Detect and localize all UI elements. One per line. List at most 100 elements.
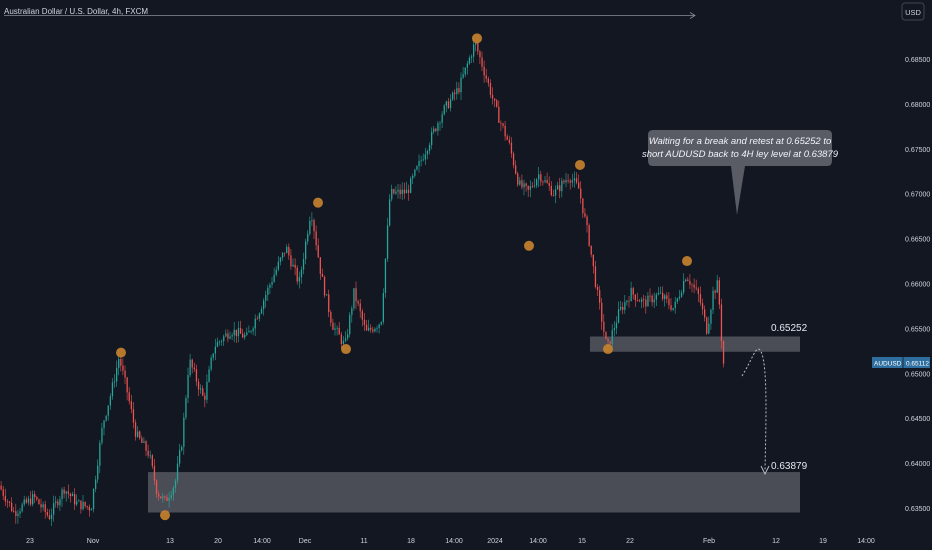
time-axis[interactable]: 23 Nov 13 20 14:00 Dec 11 18 14:00 2024 14:00 15 22 F… (26, 538, 875, 545)
candle-body (615, 322, 618, 329)
candle-body (496, 100, 498, 107)
candle-body (712, 290, 714, 310)
candle-body (187, 375, 189, 399)
level-zone-0[interactable] (590, 336, 800, 352)
candle-body (449, 99, 452, 109)
candle-body (158, 493, 160, 497)
callout[interactable]: Waiting for a break and retest at 0.6525… (642, 130, 839, 215)
candle-body (668, 298, 670, 306)
candle-body (563, 180, 565, 183)
candle-body (634, 294, 636, 301)
candle-body (506, 136, 508, 140)
candle-body (349, 315, 351, 335)
candle-body (470, 56, 473, 58)
currency-button[interactable]: USD (901, 2, 925, 21)
candle-body (218, 341, 221, 343)
candle-body (279, 257, 282, 262)
candle-body (384, 258, 387, 293)
candle-body (50, 514, 53, 520)
candle-body (452, 92, 454, 100)
candle-body (338, 327, 340, 335)
candle-body (355, 288, 357, 302)
candle-body (596, 286, 599, 291)
candle-body (609, 341, 611, 344)
candle-body (88, 506, 90, 511)
candle-body (307, 233, 309, 242)
candle-body (229, 336, 231, 339)
price-tick-label: 0.68000 (905, 102, 930, 109)
candle-body (97, 465, 99, 480)
candle-body (504, 125, 506, 137)
candle-body (170, 495, 172, 498)
candle-body (168, 497, 170, 501)
candle-body (76, 501, 78, 505)
candle-body (256, 318, 258, 320)
last-price-tag-value: 0.65112 (906, 361, 929, 368)
candle-body (298, 277, 300, 282)
candle-body (527, 185, 529, 190)
candle-body (235, 329, 237, 337)
candle-body (487, 78, 489, 84)
candle-body (305, 241, 307, 260)
candle-body (309, 220, 311, 234)
candle-body (464, 67, 466, 75)
candle-body (638, 300, 641, 302)
last-price-tag[interactable]: AUDUSD 0.65112 (872, 357, 930, 368)
candle-body (69, 493, 72, 497)
candle-body (311, 220, 313, 222)
candle-body (372, 329, 374, 332)
candle-body (53, 503, 55, 515)
candle-body (239, 328, 242, 334)
candle-body (561, 180, 563, 192)
candle-body (71, 493, 74, 497)
candle-body (590, 245, 592, 255)
candle-body (521, 180, 523, 188)
candle-body (313, 220, 315, 232)
candle-body (517, 173, 519, 185)
candle-body (288, 247, 290, 256)
candle-body (454, 92, 456, 94)
candle-body (197, 381, 200, 390)
candle-body (573, 178, 576, 181)
candle-body (21, 504, 23, 512)
time-tick-label: 19 (819, 538, 827, 545)
candle-body (382, 292, 384, 322)
candle-body (200, 388, 202, 390)
candle-body (433, 128, 435, 132)
candle-body (172, 487, 174, 496)
price-tick-label: 0.63500 (905, 506, 930, 513)
candle-body (225, 333, 227, 337)
price-tick-label: 0.66500 (905, 237, 930, 244)
candle-body (380, 321, 382, 325)
price-axis[interactable]: 0.63500 0.64000 0.64500 0.65000 0.65500 0.660… (905, 57, 930, 513)
candle-body (611, 330, 613, 344)
time-tick-label: Dec (299, 538, 312, 545)
candle-body (61, 489, 63, 500)
candle-body (254, 318, 256, 329)
candle-body (92, 488, 95, 510)
callout-text-line2: short AUDUSD back to 4H ley level at 0.6… (642, 149, 839, 160)
time-tick-label: 18 (407, 538, 415, 545)
candle-body (510, 142, 513, 154)
candle-body (630, 288, 632, 302)
candle-body (365, 324, 368, 331)
price-tick-label: 0.64500 (905, 416, 930, 423)
candle-body (529, 186, 531, 190)
candle-body (4, 495, 6, 502)
candle-body (132, 409, 135, 423)
candle-body (565, 180, 567, 183)
candle-body (202, 388, 204, 396)
candle-body (628, 300, 630, 302)
candle-body (130, 401, 132, 410)
candle-body (477, 42, 479, 52)
candle-body (19, 511, 21, 514)
candle-body (695, 287, 697, 289)
candle-body (296, 267, 298, 282)
candle-body (523, 183, 525, 188)
candle-body (655, 294, 657, 300)
level-zone-1[interactable] (148, 472, 800, 513)
time-tick-label: 15 (578, 538, 586, 545)
candle-body (540, 174, 542, 182)
candle-body (659, 292, 662, 294)
